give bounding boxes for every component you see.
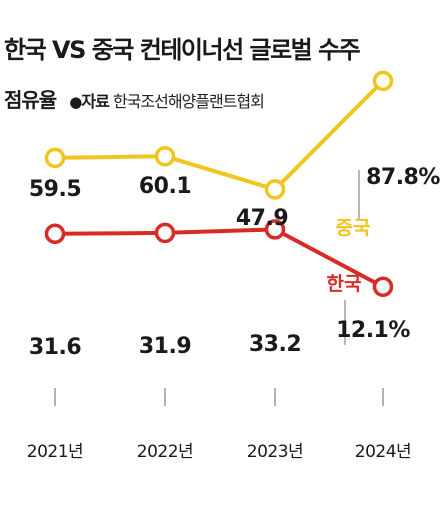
korea-point-3	[264, 219, 286, 240]
china-value-label-3: 47.9	[236, 206, 288, 231]
korea-value-label-3: 33.2	[249, 332, 301, 357]
china-point-2	[154, 145, 176, 167]
chart-title: 한국 VS 중국 컨테이너선 글로벌 수주	[4, 36, 361, 64]
x-tick-label-1: 2021년	[27, 442, 83, 462]
source-bullet: ●	[69, 93, 82, 111]
china-series-name: 중국	[336, 217, 371, 239]
x-tick-label-3: 2023년	[247, 442, 303, 462]
source-note: ●자료 한국조선해양플랜트협회	[69, 92, 265, 111]
x-tick-label-2: 2022년	[137, 442, 193, 462]
subtitle-row: 점유율 ●자료 한국조선해양플랜트협회	[4, 88, 265, 112]
china-value-label-4: 87.8%	[366, 165, 440, 190]
korea-value-label-2: 31.9	[139, 334, 191, 359]
chart-subtitle: 점유율	[4, 88, 57, 112]
korea-point-2	[154, 222, 176, 244]
china-value-label-2: 60.1	[139, 174, 191, 199]
x-tick-label-4: 2024년	[355, 442, 411, 462]
korea-series-line	[53, 227, 385, 289]
source-name: 한국조선해양플랜트협회	[112, 92, 265, 111]
source-label: 자료	[81, 92, 109, 111]
china-series-line	[53, 78, 385, 192]
china-point-3	[264, 179, 286, 200]
china-value-label-1: 59.5	[29, 177, 81, 202]
korea-point-1	[44, 223, 66, 244]
korea-value-label-1: 31.6	[29, 335, 81, 360]
korea-point-4	[372, 276, 394, 298]
china-point-1	[44, 147, 66, 169]
korea-value-label-4: 12.1%	[336, 318, 410, 343]
korea-series-name: 한국	[327, 273, 362, 295]
china-point-4	[372, 70, 394, 92]
